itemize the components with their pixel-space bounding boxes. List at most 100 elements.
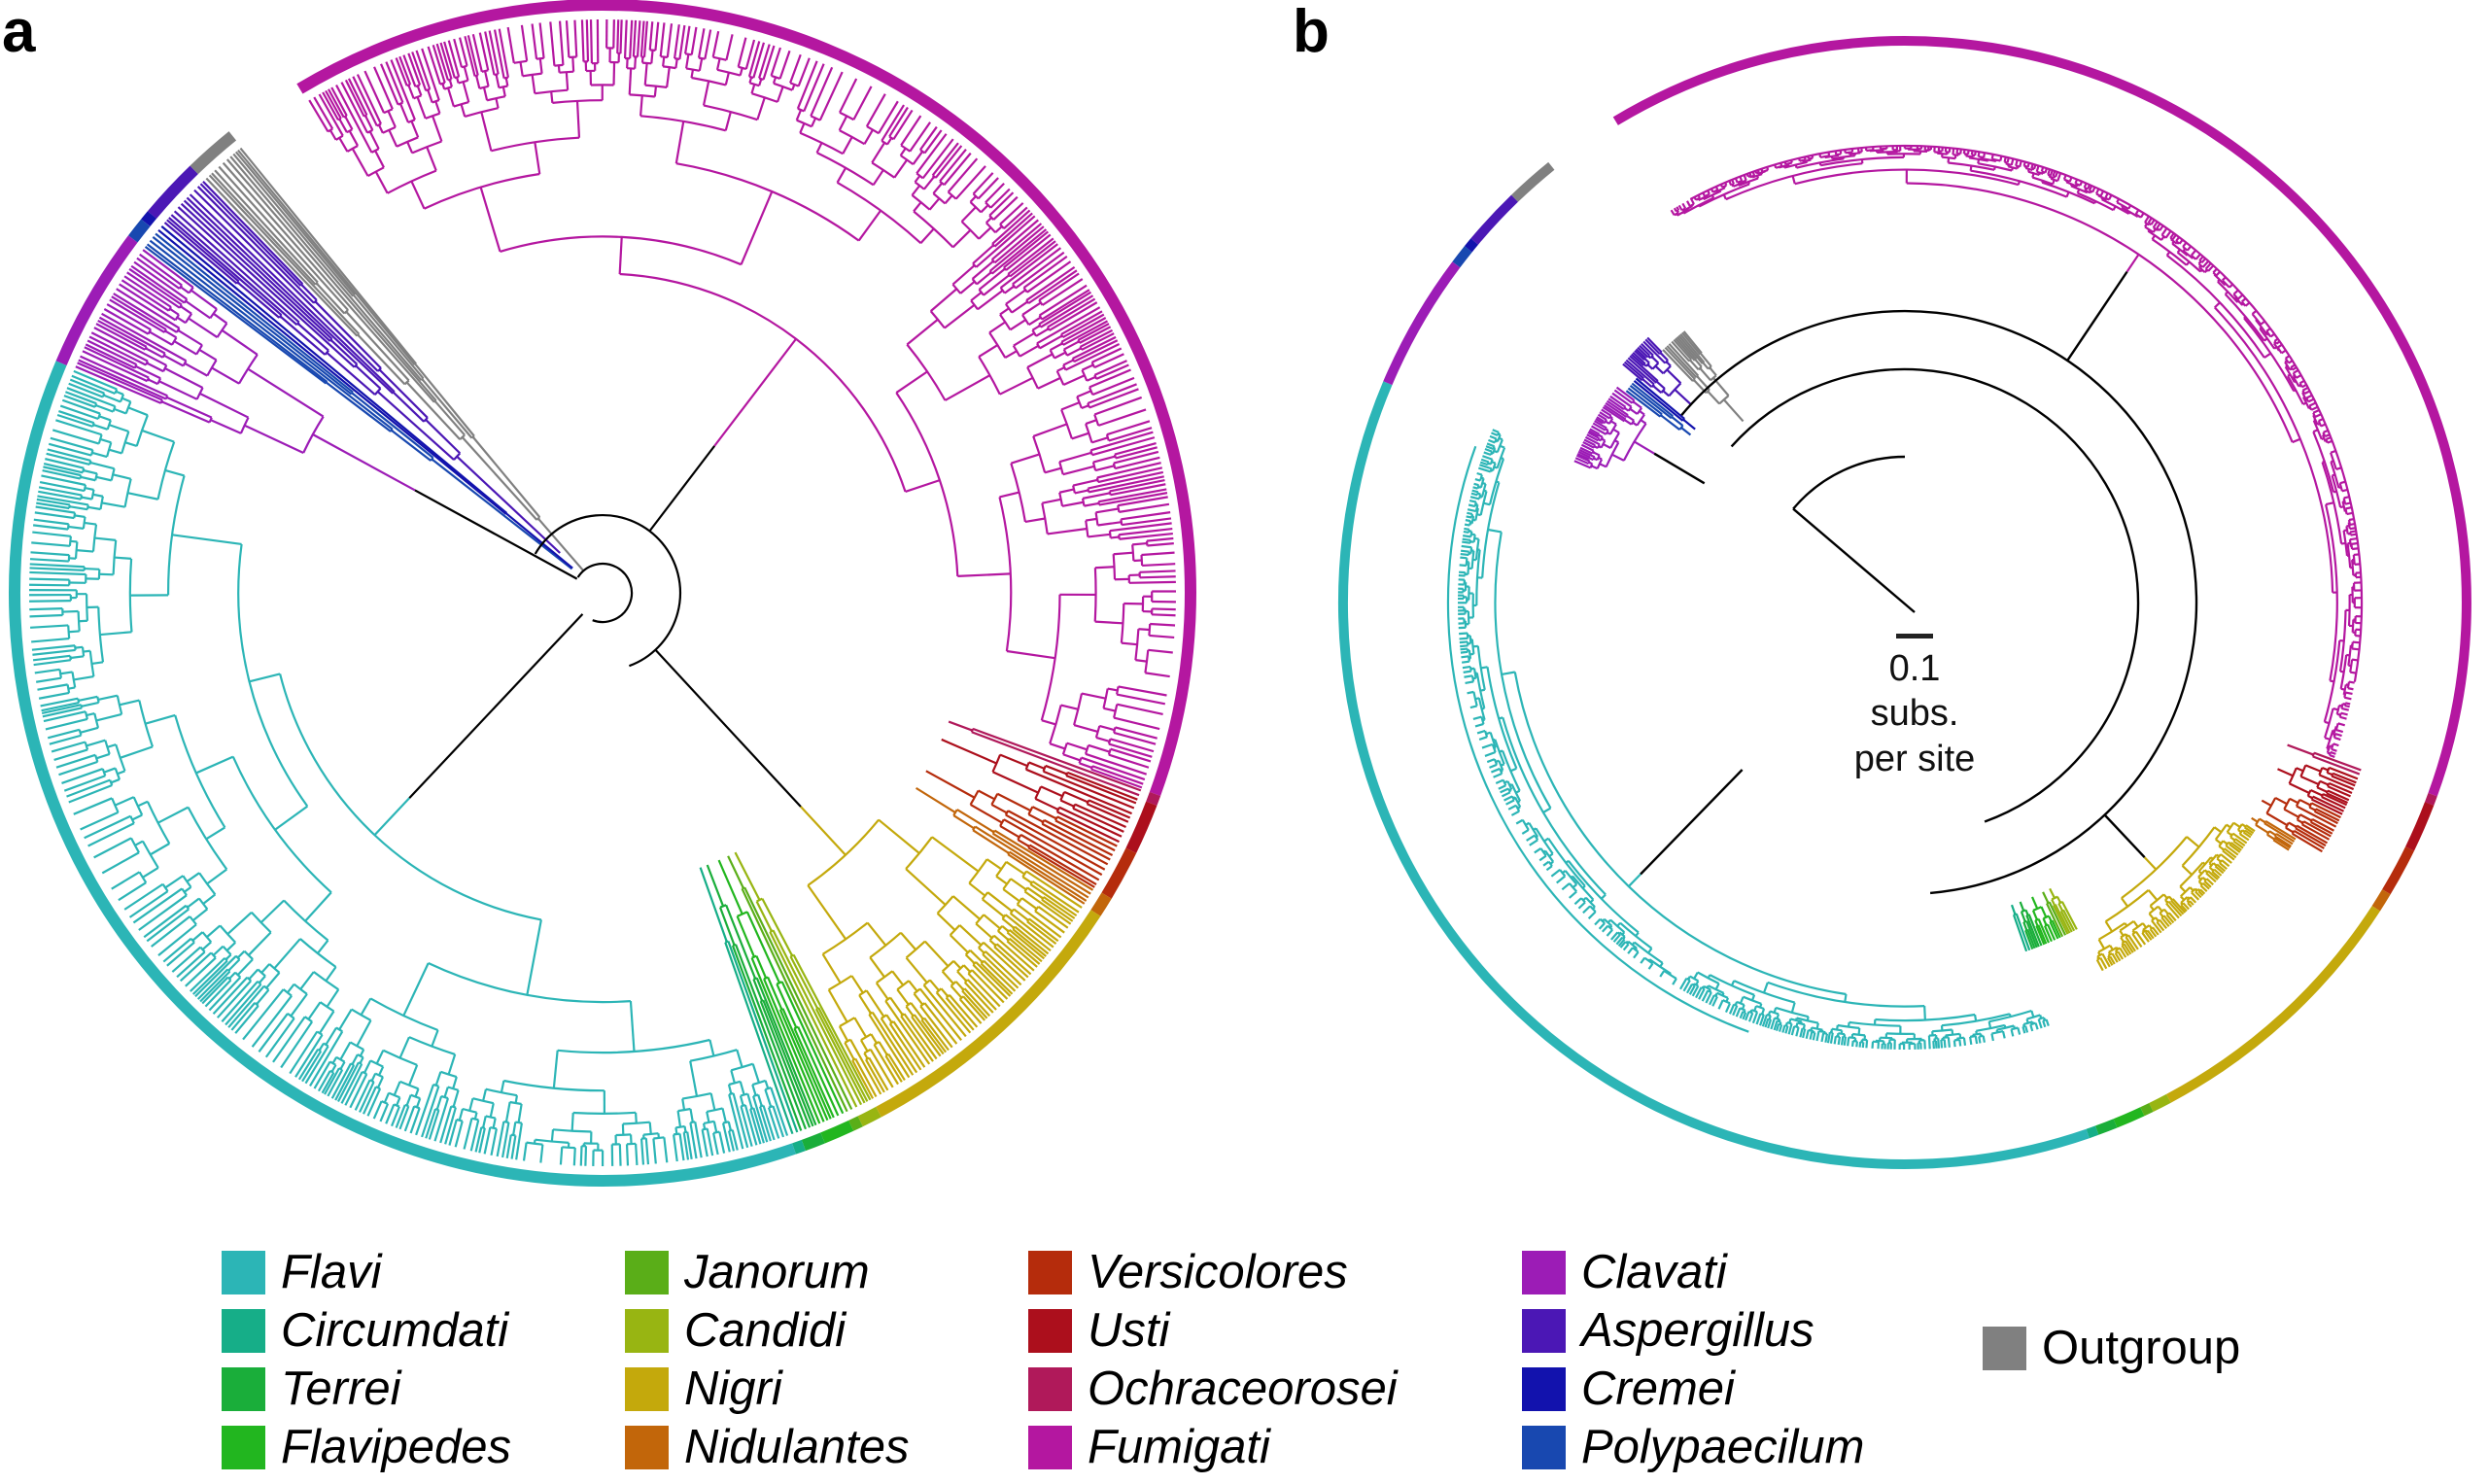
legend-label-clavati: Clavati bbox=[1581, 1246, 1727, 1298]
scale-bar-unit-1: subs. bbox=[1870, 693, 1959, 735]
clade-b-nidulantes bbox=[2251, 816, 2297, 851]
tree-panel-b bbox=[1338, 36, 2471, 1169]
ring-b-ochraceorosei bbox=[2424, 792, 2437, 806]
panel-label-a: a bbox=[2, 0, 36, 65]
ring-a-ochraceorosei bbox=[1146, 791, 1161, 806]
legend-item-fumigati: Fumigati bbox=[1028, 1419, 1270, 1475]
ring-a-nidulantes bbox=[1090, 892, 1112, 916]
clade-a-terrei bbox=[706, 864, 817, 1131]
clade-a-outgroup bbox=[205, 147, 585, 572]
ring-a-flavipedes bbox=[820, 1120, 854, 1144]
ring-b-polypaecilum bbox=[1452, 246, 1472, 268]
legend-swatch-usti bbox=[1028, 1308, 1072, 1353]
ring-a-clavati bbox=[55, 235, 138, 365]
legend-item-clavati: Clavati bbox=[1522, 1244, 1727, 1300]
legend-item-circumdati: Circumdati bbox=[222, 1302, 508, 1359]
legend-label-outgroup: Outgroup bbox=[2042, 1322, 2241, 1374]
ring-b-aspergillus bbox=[1470, 194, 1518, 245]
ring-a-terrei bbox=[801, 1132, 825, 1152]
long-branches-b bbox=[1446, 144, 2364, 1033]
legend-swatch-janorum bbox=[625, 1250, 669, 1294]
legend-label-circumdati: Circumdati bbox=[281, 1304, 509, 1357]
scale-bar: 0.1 subs. per site bbox=[1817, 634, 2012, 781]
clade-a-flavi bbox=[29, 369, 789, 1167]
ring-b-fumigati bbox=[1612, 36, 2471, 797]
ring-a-polypaecilum bbox=[128, 219, 151, 243]
legend-swatch-flavi bbox=[222, 1250, 265, 1294]
backbone-b bbox=[1640, 270, 2198, 895]
legend-label-aspergillus: Aspergillus bbox=[1581, 1304, 1814, 1357]
scale-bar-value: 0.1 bbox=[1888, 648, 1941, 689]
clade-a-flavipedes bbox=[717, 859, 845, 1124]
clade-b-nigri bbox=[2095, 821, 2256, 972]
legend-swatch-candidi bbox=[625, 1308, 669, 1353]
legend-item-flavi: Flavi bbox=[222, 1244, 381, 1300]
clade-b-fumigati bbox=[1670, 145, 2362, 759]
ring-a-nigri bbox=[876, 910, 1101, 1118]
clade-b-polypaecilum bbox=[1625, 382, 1692, 436]
clade-b-candidi bbox=[2049, 887, 2078, 935]
ring-b-usti bbox=[2405, 802, 2435, 851]
panel-label-b: b bbox=[1293, 0, 1330, 65]
clade-b-cremei bbox=[1633, 377, 1696, 431]
legend-label-janorum: Janorum bbox=[684, 1246, 870, 1298]
clade-a-aspergillus bbox=[163, 180, 561, 554]
ring-a-circumdati bbox=[792, 1139, 806, 1155]
legend-label-terrei: Terrei bbox=[281, 1363, 401, 1415]
clade-a-cremei bbox=[157, 224, 573, 569]
ring-a-candidi bbox=[857, 1106, 881, 1127]
legend-swatch-nigri bbox=[625, 1366, 669, 1411]
legend-item-nigri: Nigri bbox=[625, 1361, 782, 1417]
legend-item-flavipedes: Flavipedes bbox=[222, 1419, 511, 1475]
clade-a-circumdati bbox=[699, 867, 799, 1135]
ring-b-candidi bbox=[2149, 1093, 2171, 1112]
legend-swatch-clavati bbox=[1522, 1250, 1566, 1294]
legend-item-polypaecilum: Polypaecilum bbox=[1522, 1419, 1864, 1475]
ring-a-aspergillus bbox=[147, 165, 198, 219]
clade-a-versicolores bbox=[925, 770, 1118, 888]
ring-a-cremei bbox=[141, 211, 157, 227]
clade-b-terrei bbox=[2019, 901, 2043, 949]
legend-label-cremei: Cremei bbox=[1581, 1363, 1735, 1415]
legend-label-flavipedes: Flavipedes bbox=[281, 1421, 511, 1473]
legend-item-candidi: Candidi bbox=[625, 1302, 846, 1359]
backbone-a bbox=[408, 445, 802, 808]
legend-label-usti: Usti bbox=[1088, 1304, 1170, 1357]
ring-b-flavi bbox=[1338, 381, 2090, 1169]
tree-panel-a bbox=[9, 0, 1196, 1187]
ring-b-outgroup bbox=[1511, 161, 1555, 202]
legend-item-usti: Usti bbox=[1028, 1302, 1169, 1359]
legend-item-ochraceorosei: Ochraceorosei bbox=[1028, 1361, 1398, 1417]
ring-b-nigri bbox=[2166, 906, 2380, 1103]
legend-item-nidulantes: Nidulantes bbox=[625, 1419, 910, 1475]
clade-a-polypaecilum bbox=[144, 232, 573, 570]
clade-a-fumigati bbox=[308, 19, 1177, 789]
clade-a-nigri bbox=[800, 806, 1083, 1099]
ring-b-clavati bbox=[1383, 261, 1461, 386]
legend-label-polypaecilum: Polypaecilum bbox=[1581, 1421, 1865, 1473]
clade-b-usti bbox=[2277, 764, 2359, 815]
legend-swatch-outgroup bbox=[1983, 1326, 2026, 1370]
ring-b-versicolores bbox=[2382, 846, 2414, 895]
ring-b-terrei bbox=[2094, 1119, 2118, 1135]
legend-item-aspergillus: Aspergillus bbox=[1522, 1302, 1814, 1359]
legend-swatch-aspergillus bbox=[1522, 1308, 1566, 1353]
ring-a-janorum bbox=[848, 1116, 863, 1131]
ring-b-circumdati bbox=[2086, 1125, 2099, 1139]
clade-b-flavipedes bbox=[2030, 896, 2061, 946]
ring-b-nidulantes bbox=[2371, 889, 2391, 912]
legend-item-cremei: Cremei bbox=[1522, 1361, 1735, 1417]
clade-b-janorum bbox=[2042, 891, 2067, 938]
legend-swatch-polypaecilum bbox=[1522, 1425, 1566, 1469]
legend-swatch-terrei bbox=[222, 1366, 265, 1411]
legend-swatch-ochraceorosei bbox=[1028, 1366, 1072, 1411]
legend-label-ochraceorosei: Ochraceorosei bbox=[1088, 1363, 1398, 1415]
legend-swatch-fumigati bbox=[1028, 1425, 1072, 1469]
ring-b-flavipedes bbox=[2113, 1107, 2145, 1128]
legend-label-nidulantes: Nidulantes bbox=[684, 1421, 910, 1473]
legend-label-candidi: Candidi bbox=[684, 1304, 847, 1357]
clade-a-ochraceorosei bbox=[948, 720, 1142, 797]
ring-b-cremei bbox=[1464, 238, 1479, 253]
legend-label-flavi: Flavi bbox=[281, 1246, 382, 1298]
